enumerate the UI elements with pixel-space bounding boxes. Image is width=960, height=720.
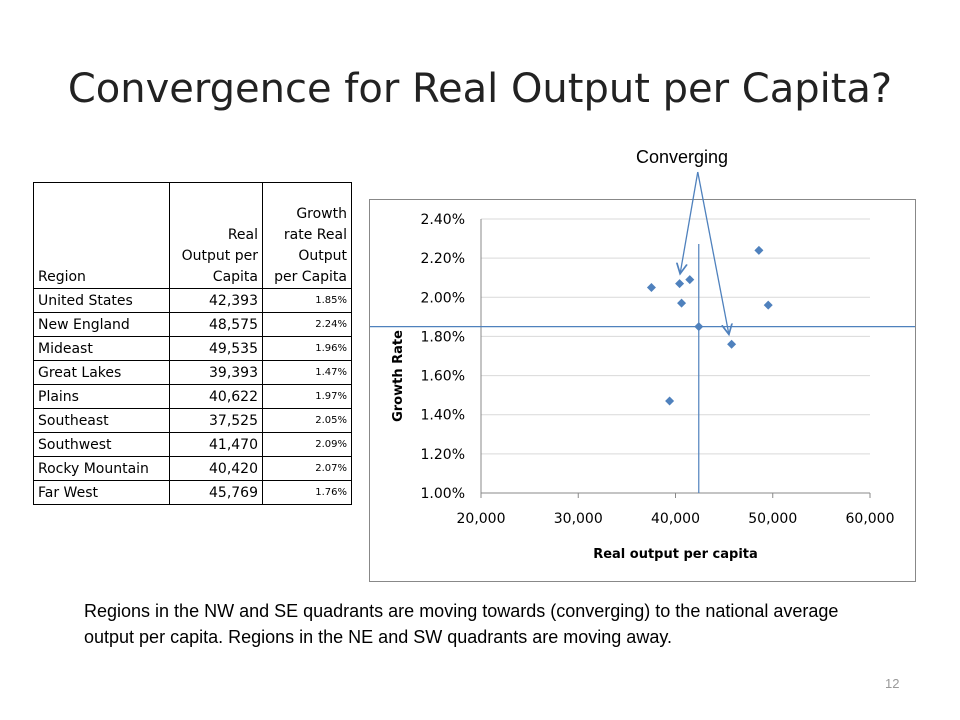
data-points bbox=[646, 245, 773, 406]
table-row: Southwest 41,470 2.09% bbox=[33, 432, 352, 457]
page-number: 12 bbox=[885, 676, 900, 691]
region-cell: Southwest bbox=[33, 432, 170, 457]
table-body: United States 42,393 1.85% New England 48,57… bbox=[33, 288, 352, 505]
data-point-southwest bbox=[685, 275, 695, 285]
x-tick-label: 50,000 bbox=[748, 511, 797, 527]
scatter-chart: 1.00% 1.20% 1.40% 1.60% 1.80% 2.00% 2.20% 2.40%… bbox=[369, 199, 916, 582]
header-line: per Capita bbox=[274, 269, 347, 285]
output-cell: 37,525 bbox=[169, 408, 263, 433]
header-growth-rate: Growth rate Real Output per Capita bbox=[262, 182, 352, 289]
converging-annotation: Converging bbox=[636, 147, 729, 167]
y-tick-label: 1.00% bbox=[421, 486, 465, 502]
output-cell: 49,535 bbox=[169, 336, 263, 361]
output-cell: 42,393 bbox=[169, 288, 263, 313]
header-line: Real bbox=[227, 227, 258, 243]
table-header-row: Region Real Output per Capita Growth rate R… bbox=[33, 182, 352, 289]
region-cell: Far West bbox=[33, 480, 170, 505]
table-row: New England 48,575 2.24% bbox=[33, 312, 352, 337]
y-tick-label: 1.40% bbox=[421, 408, 465, 424]
table-row: Mideast 49,535 1.96% bbox=[33, 336, 352, 361]
growth-cell: 2.24% bbox=[262, 312, 352, 337]
header-line: rate Real bbox=[283, 227, 347, 243]
output-cell: 41,470 bbox=[169, 432, 263, 457]
table-row: Rocky Mountain 40,420 2.07% bbox=[33, 456, 352, 481]
data-point-plains bbox=[677, 298, 687, 308]
data-point-southeast bbox=[646, 283, 656, 292]
table-row: Plains 40,622 1.97% bbox=[33, 384, 352, 409]
y-tick-label: 1.80% bbox=[421, 329, 465, 345]
header-line: Capita bbox=[212, 269, 258, 285]
y-tick-label: 1.20% bbox=[421, 447, 465, 463]
header-line: Region bbox=[38, 269, 86, 285]
data-point-new-england bbox=[754, 245, 764, 255]
slide-title: Convergence for Real Output per Capita? bbox=[67, 66, 893, 112]
gridlines bbox=[481, 218, 870, 455]
data-point-far-west bbox=[727, 339, 737, 349]
growth-cell: 1.76% bbox=[262, 480, 352, 505]
region-table: Region Real Output per Capita Growth rate R… bbox=[33, 182, 352, 505]
output-cell: 48,575 bbox=[169, 312, 263, 337]
region-cell: Rocky Mountain bbox=[33, 456, 170, 481]
caption-text: Regions in the NW and SE quadrants are m… bbox=[84, 601, 839, 647]
data-point-great-lakes bbox=[665, 396, 675, 406]
header-region: Region bbox=[33, 182, 170, 289]
x-tick-label: 40,000 bbox=[651, 511, 700, 527]
region-cell: Plains bbox=[33, 384, 170, 409]
data-point-rocky-mountain bbox=[675, 279, 685, 289]
growth-cell: 1.97% bbox=[262, 384, 352, 409]
growth-cell: 2.07% bbox=[262, 456, 352, 481]
output-cell: 40,622 bbox=[169, 384, 263, 409]
growth-cell: 1.47% bbox=[262, 360, 352, 385]
data-point-mideast bbox=[763, 300, 773, 310]
y-tick-label: 2.00% bbox=[421, 290, 465, 306]
table-row: Far West 45,769 1.76% bbox=[33, 480, 352, 505]
y-tick-label: 1.60% bbox=[421, 369, 465, 385]
growth-cell: 1.96% bbox=[262, 336, 352, 361]
axes bbox=[480, 219, 871, 498]
region-cell: Mideast bbox=[33, 336, 170, 361]
y-tick-label: 2.20% bbox=[421, 251, 465, 267]
table-row: Southeast 37,525 2.05% bbox=[33, 408, 352, 433]
header-line: Growth bbox=[296, 206, 347, 222]
growth-cell: 1.85% bbox=[262, 288, 352, 313]
axis-labels: 1.00% 1.20% 1.40% 1.60% 1.80% 2.00% 2.20% 2.40%… bbox=[391, 212, 895, 562]
header-line: Output per bbox=[181, 248, 258, 264]
x-tick-label: 60,000 bbox=[846, 511, 895, 527]
header-line: Output bbox=[298, 248, 347, 264]
growth-cell: 2.05% bbox=[262, 408, 352, 433]
y-axis-label: Growth Rate bbox=[391, 330, 406, 422]
x-axis-label: Real output per capita bbox=[593, 547, 758, 562]
table-row: United States 42,393 1.85% bbox=[33, 288, 352, 313]
x-tick-label: 20,000 bbox=[457, 511, 506, 527]
output-cell: 39,393 bbox=[169, 360, 263, 385]
growth-cell: 2.09% bbox=[262, 432, 352, 457]
output-cell: 40,420 bbox=[169, 456, 263, 481]
output-cell: 45,769 bbox=[169, 480, 263, 505]
region-cell: Southeast bbox=[33, 408, 170, 433]
y-tick-label: 2.40% bbox=[421, 212, 465, 228]
region-cell: United States bbox=[33, 288, 170, 313]
chart-svg: 1.00% 1.20% 1.40% 1.60% 1.80% 2.00% 2.20% 2.40%… bbox=[370, 212, 915, 562]
data-point-united-states bbox=[694, 322, 704, 332]
header-real-output: Real Output per Capita bbox=[169, 182, 263, 289]
region-cell: Great Lakes bbox=[33, 360, 170, 385]
x-tick-label: 30,000 bbox=[554, 511, 603, 527]
table-row: Great Lakes 39,393 1.47% bbox=[33, 360, 352, 385]
region-cell: New England bbox=[33, 312, 170, 337]
